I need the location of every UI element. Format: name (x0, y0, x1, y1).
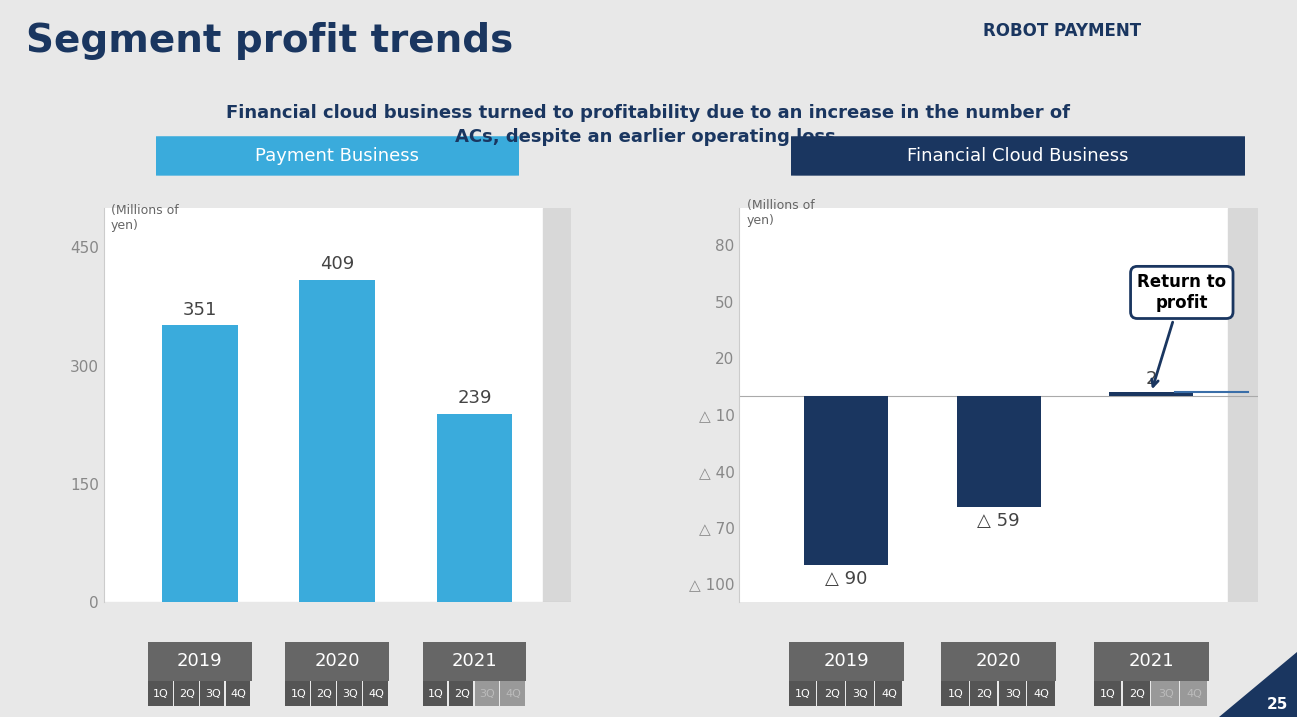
Text: (Millions of
yen): (Millions of yen) (110, 204, 179, 232)
Text: 3Q: 3Q (852, 689, 869, 698)
Text: 1Q: 1Q (153, 689, 169, 698)
Text: Payment Business: Payment Business (256, 147, 419, 165)
Text: Payment Business: Payment Business (256, 147, 419, 165)
FancyBboxPatch shape (773, 136, 1263, 176)
Text: 2019: 2019 (824, 652, 869, 670)
Text: 2021: 2021 (1128, 652, 1174, 670)
Bar (804, 396, 888, 565)
Text: 2021: 2021 (451, 652, 497, 670)
Text: 3Q: 3Q (480, 689, 495, 698)
Polygon shape (1219, 652, 1297, 717)
Text: 239: 239 (458, 389, 492, 407)
Text: 3Q: 3Q (205, 689, 220, 698)
Text: 4Q: 4Q (1187, 689, 1202, 698)
Text: 3Q: 3Q (1005, 689, 1021, 698)
Text: 2Q: 2Q (824, 689, 839, 698)
Text: 2Q: 2Q (977, 689, 992, 698)
Text: 2020: 2020 (975, 652, 1022, 670)
Text: Segment profit trends: Segment profit trends (26, 22, 514, 60)
Text: 4Q: 4Q (231, 689, 246, 698)
Text: 2Q: 2Q (1128, 689, 1145, 698)
Text: Return to
profit: Return to profit (1137, 273, 1227, 386)
Bar (437, 414, 512, 602)
Text: 2019: 2019 (178, 652, 223, 670)
Bar (543, 208, 681, 602)
Text: Financial cloud business turned to profitability due to an increase in the numbe: Financial cloud business turned to profi… (227, 104, 1070, 146)
Bar (300, 280, 375, 602)
Text: 1Q: 1Q (291, 689, 306, 698)
Text: 2Q: 2Q (179, 689, 195, 698)
Text: 2Q: 2Q (316, 689, 332, 698)
Text: 1Q: 1Q (948, 689, 964, 698)
Text: 4Q: 4Q (881, 689, 898, 698)
Bar (1227, 208, 1297, 602)
Bar (162, 326, 237, 602)
Text: △ 59: △ 59 (978, 512, 1019, 530)
FancyBboxPatch shape (141, 136, 533, 176)
Bar (957, 396, 1040, 506)
Text: 3Q: 3Q (1158, 689, 1174, 698)
Text: 1Q: 1Q (428, 689, 444, 698)
Text: 4Q: 4Q (368, 689, 384, 698)
Text: 409: 409 (320, 255, 354, 273)
Text: 2: 2 (1145, 370, 1157, 388)
Text: (Millions of
yen): (Millions of yen) (747, 199, 815, 227)
Text: ROBOT PAYMENT: ROBOT PAYMENT (983, 22, 1141, 39)
Text: 351: 351 (183, 301, 217, 319)
Bar (1109, 392, 1193, 396)
Text: 25: 25 (1267, 697, 1288, 711)
Text: 2020: 2020 (314, 652, 361, 670)
Text: 4Q: 4Q (506, 689, 521, 698)
Text: 1Q: 1Q (1100, 689, 1115, 698)
Text: Financial Cloud Business: Financial Cloud Business (908, 147, 1128, 165)
Text: 3Q: 3Q (342, 689, 358, 698)
Text: 4Q: 4Q (1034, 689, 1049, 698)
Text: 2Q: 2Q (454, 689, 470, 698)
Text: Financial Cloud Business: Financial Cloud Business (908, 147, 1128, 165)
Text: 1Q: 1Q (795, 689, 811, 698)
Text: △ 90: △ 90 (825, 570, 868, 589)
